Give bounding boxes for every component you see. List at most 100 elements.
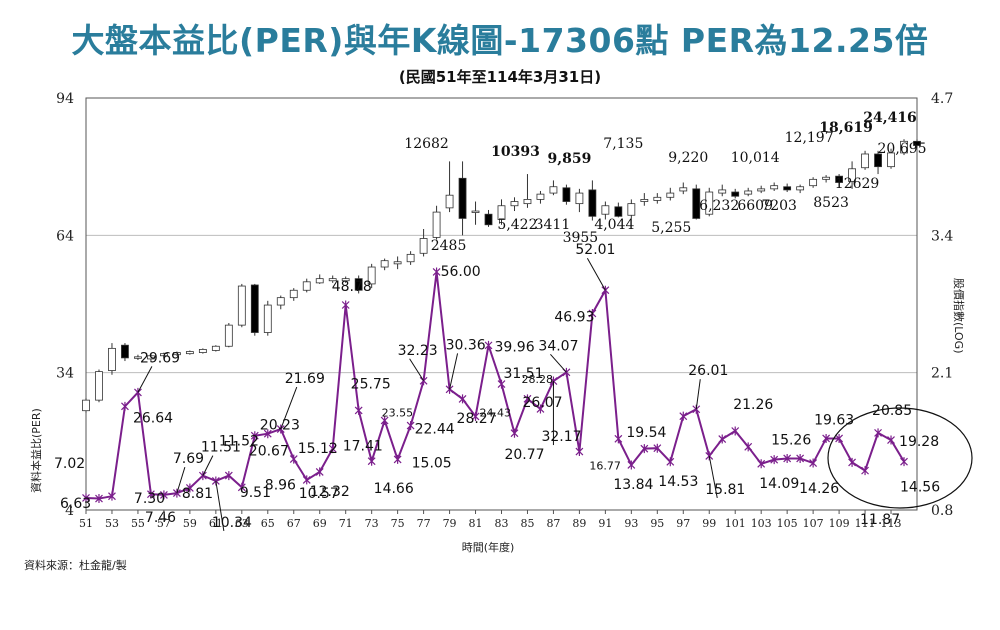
per-data-label: 14.56 — [900, 480, 940, 496]
per-point — [432, 267, 441, 277]
axes: 94 64 34 4 4.7 3.4 2.1 0.8 51 53 55 57 59 61 63 65 67 69 7… — [56, 91, 953, 530]
per-leader-line — [550, 354, 567, 373]
right-tick-label: 2.1 — [931, 366, 953, 382]
index-data-label: 12629 — [835, 176, 880, 192]
per-point — [705, 451, 714, 461]
per-data-label: 15.05 — [412, 455, 452, 471]
candle-body — [809, 178, 818, 187]
per-point — [770, 455, 779, 465]
left-tick-label: 4 — [65, 503, 74, 519]
per-data-label: 19.63 — [814, 412, 854, 428]
index-data-label: 20,695 — [878, 141, 927, 157]
x-tick-label: 73 — [365, 517, 379, 530]
per-point — [796, 453, 805, 463]
per-data-label: 15.81 — [705, 482, 745, 498]
x-tick-label: 113 — [881, 517, 902, 530]
per-data-label: 56.00 — [441, 264, 481, 280]
x-tick-label: 111 — [855, 517, 876, 530]
candle-body — [913, 140, 921, 146]
per-point — [302, 475, 311, 485]
per-point — [536, 404, 545, 414]
index-data-label: 9,859 — [547, 151, 591, 167]
x-tick-label: 55 — [131, 517, 145, 530]
candle-body — [497, 205, 506, 220]
candle-body — [419, 238, 428, 254]
per-data-label: 12.32 — [310, 484, 350, 500]
per-point — [458, 394, 467, 404]
per-data-label: 8.81 — [182, 486, 213, 502]
x-tick-label: 97 — [676, 517, 690, 530]
per-data-label: 29.69 — [140, 350, 180, 366]
per-data-label: 11.51 — [201, 440, 241, 456]
per-point — [848, 457, 857, 467]
per-point — [588, 308, 597, 318]
per-point — [822, 433, 831, 443]
per-data-label: 17.41 — [343, 439, 383, 455]
candle-body — [757, 188, 766, 192]
index-data-label: 6,232 — [699, 198, 739, 214]
candle-body — [263, 304, 272, 333]
per-data-label: 8.96 — [265, 477, 296, 493]
candle-body — [471, 210, 480, 213]
per-point — [640, 444, 649, 454]
candle-body — [796, 186, 805, 191]
per-data-label: 11.52 — [219, 434, 259, 450]
per-point — [666, 457, 675, 467]
index-data-label: 8523 — [813, 195, 849, 211]
candle-body — [198, 349, 207, 353]
per-data-label: 19.54 — [626, 425, 666, 441]
per-point — [185, 483, 194, 493]
per-data-label: 7.46 — [145, 510, 176, 526]
per-data-label: 32.23 — [398, 343, 438, 359]
candle-body — [445, 194, 454, 209]
x-tick-label: 81 — [469, 517, 483, 530]
x-tick-label: 105 — [777, 517, 798, 530]
candle-body — [692, 188, 701, 219]
candle-body — [835, 175, 843, 183]
candle-body — [640, 199, 649, 202]
left-tick-label: 64 — [56, 228, 74, 244]
per-point — [146, 489, 155, 499]
per-point — [237, 482, 246, 492]
candle-body — [614, 206, 623, 217]
per-data-label: 28.28 — [521, 373, 553, 386]
index-data-label: 4,044 — [594, 217, 634, 233]
per-data-label: 14.66 — [374, 481, 414, 497]
per-point — [718, 434, 727, 444]
per-data-label: 20.77 — [504, 447, 544, 463]
candle-body — [134, 356, 142, 359]
per-leader-line — [137, 366, 153, 393]
candle-body — [653, 196, 662, 201]
candle-body — [783, 186, 792, 191]
x-tick-label: 99 — [702, 517, 716, 530]
candle-body — [666, 192, 675, 198]
per-data-label: 39.96 — [495, 339, 535, 355]
per-data-label: 21.26 — [733, 397, 773, 413]
per-point — [783, 453, 792, 463]
index-data-label: 12,197 — [785, 130, 834, 146]
per-leader-line — [449, 353, 459, 390]
candle-body — [484, 213, 493, 226]
right-tick-label: 0.8 — [931, 503, 953, 519]
candle-body — [601, 205, 610, 215]
x-axis-label: 時間(年度) — [462, 540, 515, 554]
candle-body — [900, 140, 908, 154]
per-data-label: 31.51 — [504, 366, 544, 382]
per-data-label: 20.85 — [872, 403, 912, 419]
per-data-label: 52.01 — [575, 242, 615, 258]
candle-body — [458, 177, 467, 219]
candle-body — [874, 153, 882, 168]
per-data-label: 10.34 — [212, 515, 252, 531]
x-tick-label: 93 — [624, 517, 638, 530]
x-tick-label: 57 — [157, 517, 171, 530]
per-point — [198, 471, 207, 481]
x-tick-label: 51 — [79, 517, 93, 530]
x-tick-label: 69 — [313, 517, 327, 530]
index-data-label: 10,014 — [731, 150, 780, 166]
per-leader-line — [695, 379, 701, 410]
per-point — [497, 379, 506, 389]
per-point — [108, 491, 116, 501]
per-point — [575, 447, 584, 457]
x-tick-label: 75 — [391, 517, 405, 530]
